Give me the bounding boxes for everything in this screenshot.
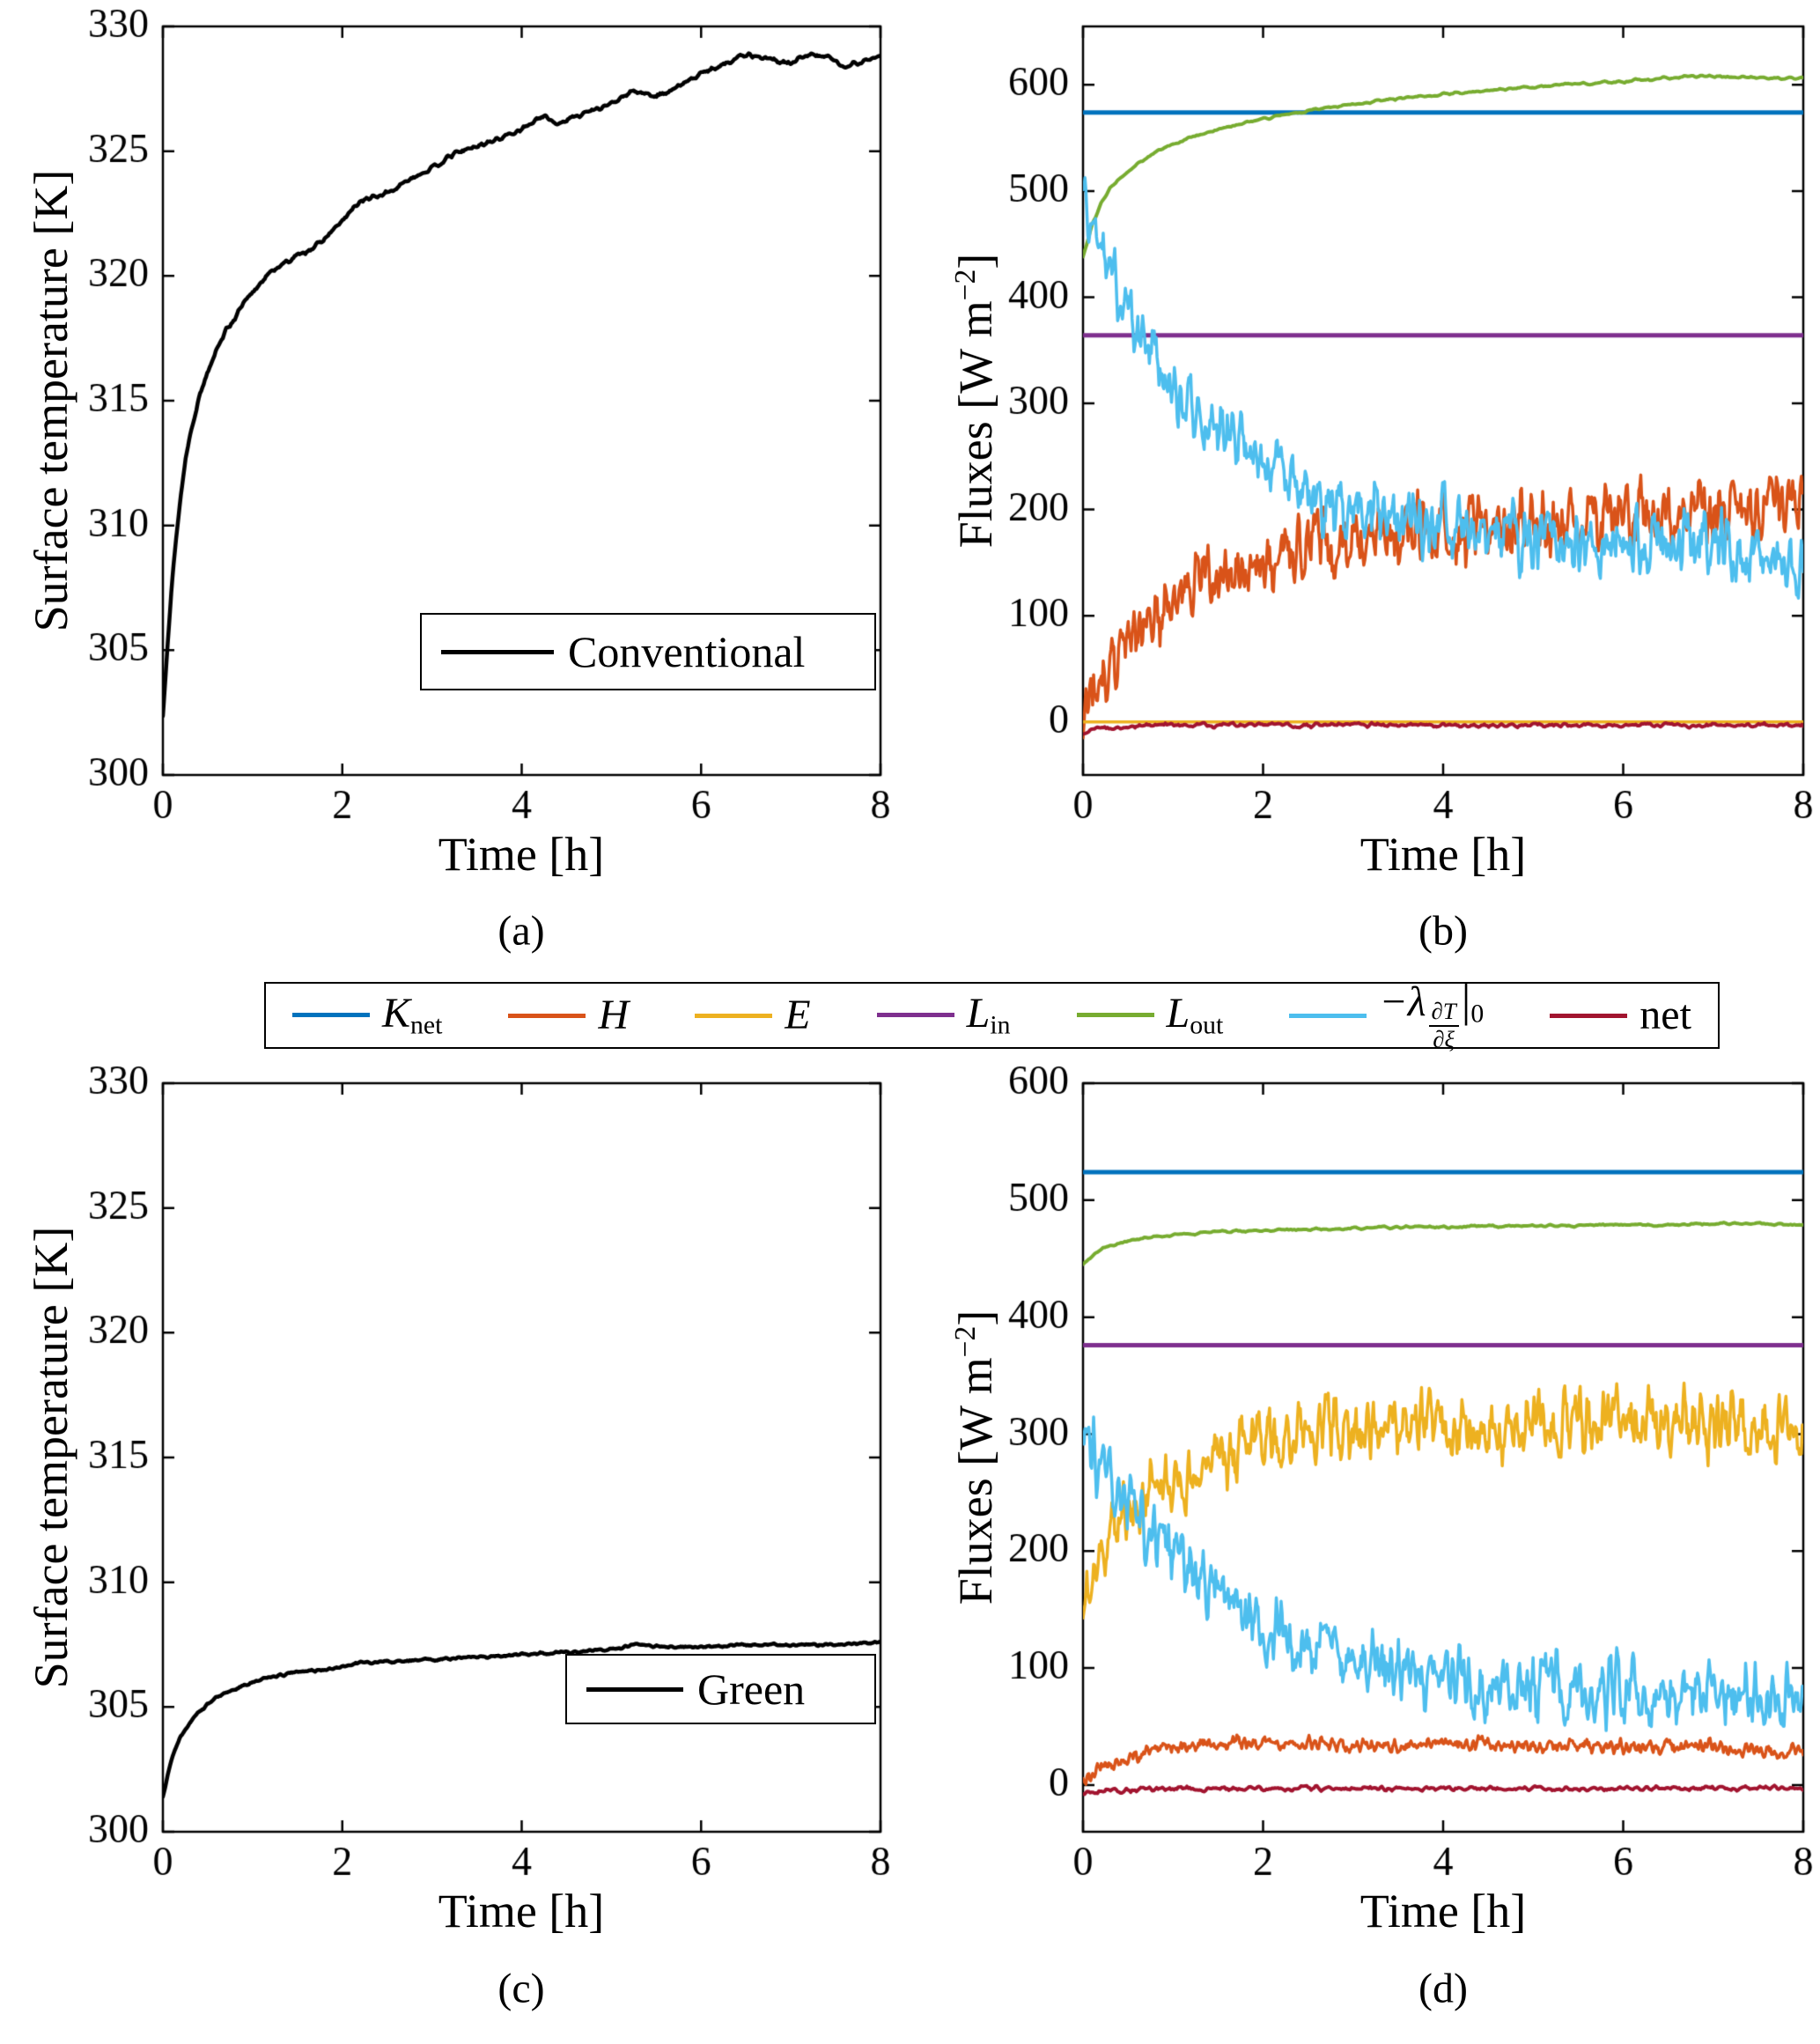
lambda-gradient-legend-label: −λ ∂T ∂ξ |0 <box>1379 978 1484 1052</box>
lin-symbol: L <box>966 989 991 1037</box>
knet-symbol: K <box>382 989 411 1037</box>
subplot-c-ylabel: Surface temperature [K] <box>25 1226 77 1689</box>
subplot-c-caption: (c) <box>497 1965 545 2012</box>
flux-ylabel-text-d: Fluxes [W m <box>949 1357 1002 1605</box>
legend-bar: Knet H E Lin Lout −λ ∂T ∂ξ |0 net <box>264 978 1720 1052</box>
e-legend-label: E <box>785 994 810 1037</box>
subplot-b-caption: (b) <box>1418 907 1468 955</box>
legend-item-lin: Lin <box>876 992 1011 1038</box>
subplot-b-xlabel: Time [h] <box>1359 828 1527 881</box>
net-line-swatch <box>1550 1013 1628 1018</box>
lambda-gradient-line-swatch <box>1289 1013 1367 1018</box>
flux-ylabel-sup: −2 <box>949 269 982 301</box>
lin-line-swatch <box>876 1013 954 1018</box>
subplot-a-ylabel: Surface temperature [K] <box>25 169 77 632</box>
lin-legend-label: Lin <box>967 992 1011 1038</box>
flux-ylabel-text: Fluxes [W m <box>949 300 1002 549</box>
e-symbol: E <box>785 992 811 1038</box>
subplot-d-ylabel: Fluxes [W m−2] <box>948 1310 1003 1605</box>
subplot-a-xlabel: Time [h] <box>438 828 605 881</box>
flux-ylabel-sup-d: −2 <box>949 1325 982 1358</box>
legend-item-lout: Lout <box>1076 992 1224 1038</box>
lout-symbol: L <box>1166 989 1190 1037</box>
subplot-c-canvas <box>0 1057 939 1937</box>
flux-ylabel-bracket-d: ] <box>949 1310 1002 1326</box>
legend-item-lambda-gradient: −λ ∂T ∂ξ |0 <box>1289 978 1484 1052</box>
net-legend-label: net <box>1639 994 1691 1037</box>
lin-subscript: in <box>990 1010 1011 1040</box>
subplot-d-xlabel: Time [h] <box>1359 1885 1527 1937</box>
conventional-line-swatch <box>441 649 554 654</box>
legend-item-knet: Knet <box>292 992 442 1038</box>
knet-line-swatch <box>292 1013 370 1018</box>
evaluated-at-bar: | <box>1461 975 1471 1027</box>
h-line-swatch <box>508 1013 586 1018</box>
green-line-swatch <box>586 1686 683 1692</box>
minus-lambda-symbol: −λ <box>1379 978 1426 1026</box>
e-line-swatch <box>695 1013 773 1018</box>
conventional-legend-label: Conventional <box>568 627 806 676</box>
subplot-c-xlabel: Time [h] <box>438 1885 605 1937</box>
partial-derivative-fraction: ∂T ∂ξ <box>1428 999 1459 1053</box>
flux-ylabel-bracket: ] <box>949 253 1002 269</box>
subplot-c-legend: Green <box>565 1654 876 1724</box>
h-legend-label: H <box>598 994 629 1037</box>
subplot-d-caption: (d) <box>1418 1965 1468 2012</box>
h-symbol: H <box>598 992 630 1038</box>
fraction-numerator: ∂T <box>1428 999 1459 1028</box>
green-legend-label: Green <box>697 1664 806 1714</box>
fraction-denominator: ∂ξ <box>1433 1026 1455 1053</box>
legend-item-h: H <box>508 994 629 1037</box>
subplot-b-canvas <box>939 0 1820 881</box>
knet-subscript: net <box>410 1010 443 1040</box>
lout-line-swatch <box>1076 1013 1154 1018</box>
legend-item-net: net <box>1550 994 1691 1037</box>
subplot-a-canvas <box>0 0 939 881</box>
legend-item-e: E <box>695 994 811 1037</box>
net-text: net <box>1639 992 1691 1038</box>
subplot-b-ylabel: Fluxes [W m−2] <box>948 254 1003 549</box>
subplot-a-caption: (a) <box>497 907 545 955</box>
subplot-a-legend: Conventional <box>420 613 876 690</box>
knet-legend-label: Knet <box>382 992 442 1038</box>
lout-subscript: out <box>1190 1010 1224 1040</box>
evaluated-at-zero: 0 <box>1470 999 1485 1029</box>
lout-legend-label: Lout <box>1167 992 1224 1038</box>
subplot-d-canvas <box>939 1057 1820 1937</box>
